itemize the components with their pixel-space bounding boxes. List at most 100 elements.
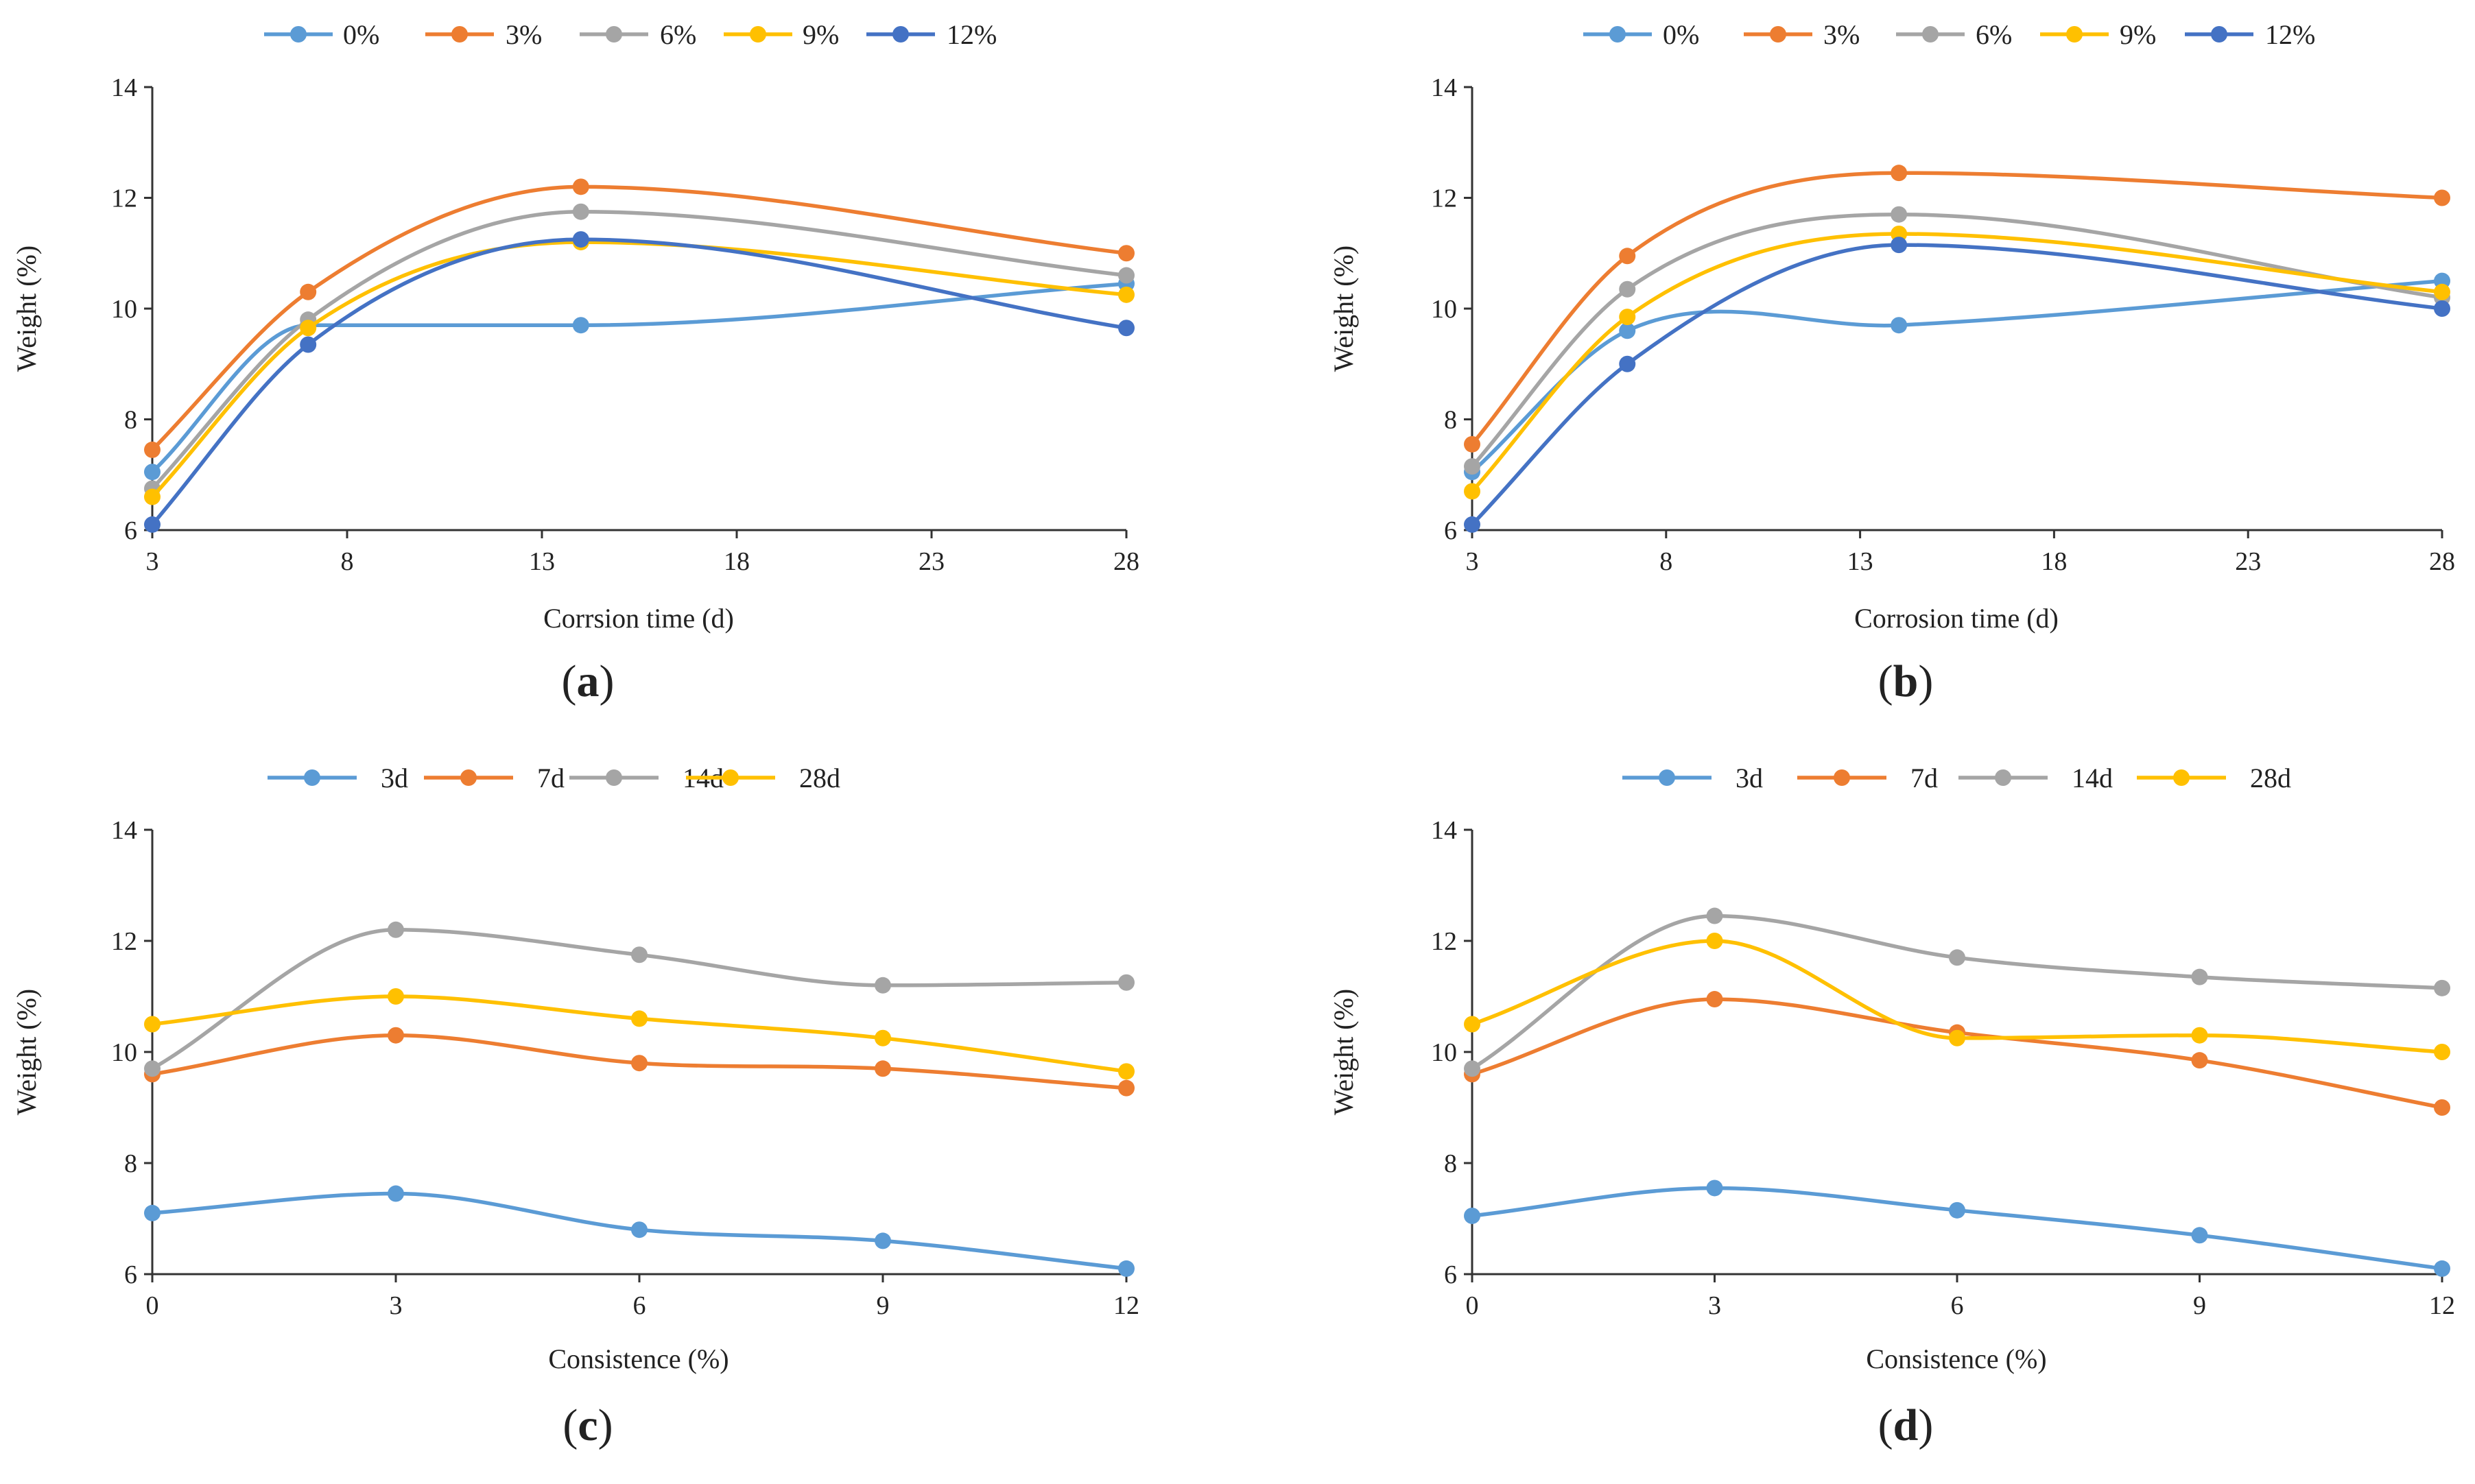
data-point (1619, 248, 1636, 265)
legend-item-9%: 9% (724, 19, 839, 50)
panel-label-letter: d (1893, 1400, 1919, 1450)
x-tick-label: 28 (1113, 547, 1139, 576)
x-tick-label: 3 (146, 547, 159, 576)
y-tick-label: 6 (124, 1260, 137, 1289)
legend-label: 3% (1823, 19, 1860, 50)
data-point (144, 516, 161, 533)
series-line-7d (1470, 997, 2444, 1110)
chart-panel-b: 6 8 10 12 14 3 8 13 18 23 28 Corrosion time (d) Weig… (1328, 19, 2455, 706)
x-tick-label: 3 (1466, 547, 1479, 576)
data-point (2191, 968, 2208, 985)
y-tick-label: 8 (124, 1149, 137, 1178)
legend-swatch-marker (304, 769, 320, 786)
legend-label: 6% (1976, 19, 2012, 50)
series-line-14d (1470, 913, 2444, 1071)
legend-swatch-marker (460, 769, 477, 786)
y-tick-label: 14 (111, 73, 137, 102)
data-point (631, 1010, 648, 1027)
legend-swatch-marker (1834, 769, 1850, 786)
legend-swatch-marker (2173, 769, 2190, 786)
legend-label: 0% (343, 19, 379, 50)
data-point (1891, 165, 1908, 182)
chart-panel-c: 6 8 10 12 14 0 3 6 9 12 Consistence (%) Weight (%) 3… (11, 763, 1139, 1450)
y-tick-label: 10 (1431, 295, 1457, 324)
x-tick-label: 0 (146, 1291, 159, 1320)
x-axis-title: Corrosion time (d) (1854, 603, 2059, 634)
data-point (2434, 283, 2450, 300)
x-axis-title: Consistence (%) (1866, 1343, 2046, 1374)
data-point (1464, 516, 1480, 533)
panel-label: (d) (1878, 1400, 1934, 1450)
legend-label: 12% (2265, 19, 2315, 50)
data-point (2191, 1052, 2208, 1069)
data-point (631, 946, 648, 964)
panel-label-letter: b (1893, 656, 1919, 706)
y-tick-label: 12 (1431, 184, 1457, 213)
x-tick-label: 13 (529, 547, 555, 576)
data-point (1118, 245, 1135, 262)
data-point (1118, 267, 1135, 284)
data-point (1706, 991, 1723, 1008)
legend-item-28d: 28d (2137, 763, 2291, 793)
data-point (1464, 483, 1480, 500)
legend-item-7d: 7d (424, 763, 565, 793)
series-line-12% (1470, 243, 2444, 527)
y-tick-label: 10 (111, 1038, 137, 1067)
data-point (1118, 974, 1135, 991)
y-tick-label: 8 (1444, 1149, 1457, 1178)
y-tick-label: 10 (111, 295, 137, 324)
y-axis-title: Weight (%) (11, 246, 42, 372)
y-tick-label: 6 (124, 516, 137, 545)
legend-label: 0% (1663, 19, 1699, 50)
y-tick-label: 12 (111, 927, 137, 956)
x-tick-label: 23 (919, 547, 945, 576)
panel-label-letter: c (578, 1400, 597, 1450)
legend-label: 7d (537, 763, 565, 793)
data-point (1949, 949, 1965, 966)
y-tick-label: 14 (111, 816, 137, 845)
x-tick-label: 13 (1847, 547, 1873, 576)
data-point (1949, 1029, 1965, 1046)
data-point (300, 283, 317, 300)
chart-panel-a: 6 8 10 12 14 3 8 13 18 23 28 Corrsion time (d) Weigh… (11, 19, 1139, 706)
y-tick-label: 10 (1431, 1038, 1457, 1067)
legend-swatch-marker (606, 769, 622, 786)
legend-item-12%: 12% (2185, 19, 2315, 50)
legend-item-3d: 3d (1622, 763, 1763, 793)
data-point (144, 464, 161, 481)
data-point (1464, 1016, 1480, 1033)
y-tick-label: 12 (1431, 927, 1457, 956)
legend-label: 12% (947, 19, 997, 50)
legend-item-3%: 3% (425, 19, 542, 50)
panel-label-close: ) (1918, 656, 1933, 706)
data-point (1464, 1207, 1480, 1224)
data-point (2434, 1260, 2450, 1277)
legend-label: 3d (1736, 763, 1763, 793)
x-tick-label: 23 (2235, 547, 2261, 576)
series-line-6% (150, 209, 1128, 491)
data-point (572, 317, 589, 334)
data-point (1118, 1063, 1135, 1080)
x-tick-label: 18 (2041, 547, 2067, 576)
panel-label-open: ( (562, 656, 577, 706)
series-line-12% (150, 237, 1128, 527)
x-tick-label: 18 (724, 547, 750, 576)
legend-swatch-marker (722, 769, 739, 786)
x-tick-label: 0 (1466, 1291, 1479, 1320)
data-point (572, 231, 589, 248)
legend-label: 14d (2072, 763, 2113, 793)
data-point (2191, 1027, 2208, 1044)
series-line-0% (1470, 278, 2444, 474)
data-point (1118, 320, 1135, 337)
data-point (2434, 300, 2450, 317)
data-point (1619, 309, 1636, 326)
panel-label-close: ) (600, 656, 615, 706)
y-tick-label: 12 (111, 184, 137, 213)
series-line-6% (1470, 212, 2444, 468)
legend-item-0%: 0% (1583, 19, 1699, 50)
data-point (1706, 907, 1723, 924)
legend-label: 3d (381, 763, 408, 793)
data-point (1619, 322, 1636, 339)
data-point (144, 1016, 161, 1033)
legend-item-6%: 6% (1896, 19, 2012, 50)
